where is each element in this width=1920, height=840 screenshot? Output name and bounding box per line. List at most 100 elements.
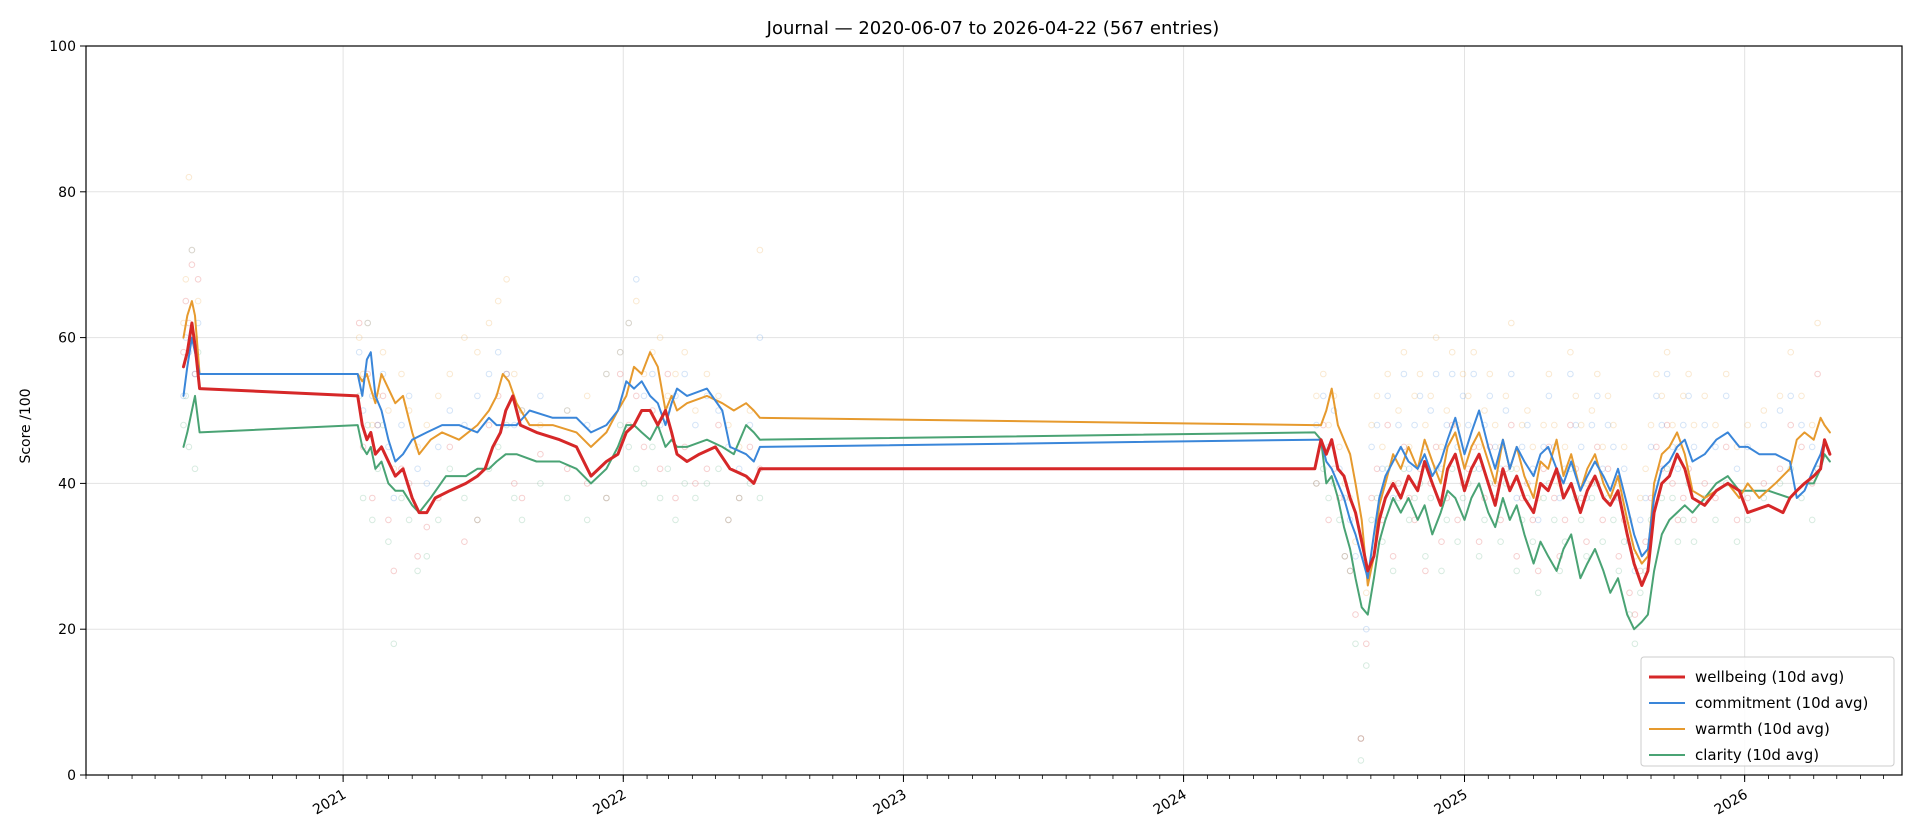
warmth-scatter-point [1588, 407, 1596, 414]
wellbeing-scatter-point [703, 465, 711, 473]
warmth-scatter-point [1325, 421, 1332, 429]
warmth-scatter-point [511, 370, 518, 378]
wellbeing-scatter-point [1814, 370, 1821, 378]
commitment-scatter-point [1647, 443, 1655, 451]
wellbeing-scatter-point [518, 494, 526, 502]
commitment-scatter-point [1427, 407, 1434, 414]
clarity-scatter-point [649, 443, 656, 451]
wellbeing-scatter-point [374, 421, 382, 429]
warmth-scatter-point [1572, 392, 1580, 400]
wellbeing-scatter-point [423, 523, 431, 531]
clarity-scatter-point [385, 538, 392, 546]
commitment-scatter-point [563, 407, 571, 414]
commitment-scatter-point [756, 334, 764, 341]
wellbeing-scatter-point [182, 297, 190, 305]
commitment-scatter-point [1690, 443, 1698, 451]
wellbeing-scatter-point [1438, 538, 1445, 546]
legend-label-wellbeing: wellbeing (10d avg) [1695, 668, 1844, 686]
commitment-scatter-point [633, 276, 640, 283]
wellbeing-scatter-point [656, 465, 664, 473]
wellbeing-scatter-point [1395, 480, 1402, 487]
warmth-scatter-point [1491, 421, 1499, 429]
clarity-scatter-point [1459, 494, 1467, 502]
clarity-scatter-point [1454, 538, 1461, 546]
commitment-scatter-point [1610, 443, 1617, 451]
wellbeing-scatter-point [1626, 589, 1633, 597]
wellbeing-scatter-point [616, 370, 624, 378]
clarity-scatter-point [461, 494, 468, 502]
clarity-scatter-point [1363, 662, 1370, 669]
clarity-scatter-point [1427, 494, 1434, 502]
wellbeing-scatter-point [1313, 480, 1320, 487]
wellbeing-scatter-point [414, 553, 421, 560]
clarity-scatter-point [1733, 538, 1741, 546]
warmth-scatter-point [1567, 348, 1574, 356]
warmth-scatter-point [1701, 392, 1708, 400]
clarity-scatter-point [1352, 640, 1359, 648]
warmth-scatter-point [1524, 407, 1531, 414]
commitment-scatter-point [1475, 465, 1483, 473]
commitment-scatter-point [625, 319, 633, 327]
commitment-scatter-point [1320, 392, 1327, 400]
wellbeing-scatter-point [1561, 516, 1569, 524]
clarity-scatter-point [1583, 553, 1590, 560]
warmth-scatter-point [1443, 407, 1451, 414]
clarity-scatter-point [537, 480, 544, 487]
warmth-scatter-point [1357, 735, 1365, 742]
commitment-scatter-point [1776, 407, 1784, 414]
commitment-scatter-point [649, 370, 656, 378]
warmth-scatter-point [703, 370, 711, 378]
wellbeing-scatter-point [672, 494, 679, 502]
grid-lines [86, 45, 1902, 776]
warmth-scatter-point [1384, 370, 1391, 378]
warmth-scatter-point [182, 276, 190, 283]
clarity-scatter-point [494, 443, 502, 451]
clarity-scatter-point [1712, 516, 1719, 524]
wellbeing-scatter-point [1534, 567, 1542, 575]
clarity-scatter-point [518, 516, 526, 524]
warmth-scatter-point [1642, 465, 1649, 473]
warmth-scatter-point [1604, 392, 1612, 400]
wellbeing-scatter-point [446, 443, 454, 451]
wellbeing-scatter-point [1341, 553, 1349, 560]
clarity-scatter-point [1534, 589, 1542, 597]
clarity-scatter-point [1620, 538, 1628, 546]
clarity-scatter-point [398, 494, 405, 502]
commitment-scatter-point [1416, 392, 1424, 400]
warmth-scatter-point [1744, 421, 1751, 429]
warmth-scatter-point [672, 370, 679, 378]
warmth-scatter-point [379, 348, 387, 356]
clarity-scatter-point [633, 465, 640, 473]
clarity-scatter-point [1551, 516, 1558, 524]
legend-box [1640, 656, 1895, 767]
warmth-scatter-point [1808, 421, 1816, 429]
clarity-scatter-point [1674, 538, 1682, 546]
clarity-scatter-point [185, 443, 193, 451]
clarity-scatter-point [1776, 480, 1784, 487]
clarity-scatter-point [1346, 567, 1354, 575]
commitment-scatter-point [1620, 465, 1628, 473]
clarity-scatter-point [180, 421, 187, 429]
wellbeing-scatter-point [1508, 421, 1515, 429]
warmth-scatter-point [1690, 421, 1698, 429]
commitment-scatter-point [1534, 516, 1542, 524]
y-tick-label: 80 [58, 185, 76, 201]
commitment-scatter-point [1352, 553, 1359, 560]
warmth-scatter-point [355, 334, 363, 341]
commitment-scatter-point [1363, 625, 1370, 633]
x-tick-label: 2023 [871, 787, 910, 819]
commitment-scatter-point [1540, 443, 1547, 451]
wellbeing-scatter-point [1551, 494, 1558, 502]
wellbeing-scatter-point [1352, 611, 1359, 618]
commitment-scatter-point [1588, 421, 1596, 429]
commitment-line [182, 336, 1831, 580]
legend-label-commitment: commitment (10d avg) [1695, 694, 1868, 712]
warmth-scatter-point [474, 348, 481, 356]
x-tick-label: 2026 [1712, 787, 1751, 819]
axes: 0 20 40 60 80 100 2021 2022 2023 2024 2025 2026 [49, 39, 1884, 819]
warmth-scatter-point [1363, 589, 1370, 597]
wellbeing-scatter-point [1368, 494, 1375, 502]
clarity-scatter-point [563, 494, 571, 502]
warmth-scatter-point [1663, 348, 1671, 356]
